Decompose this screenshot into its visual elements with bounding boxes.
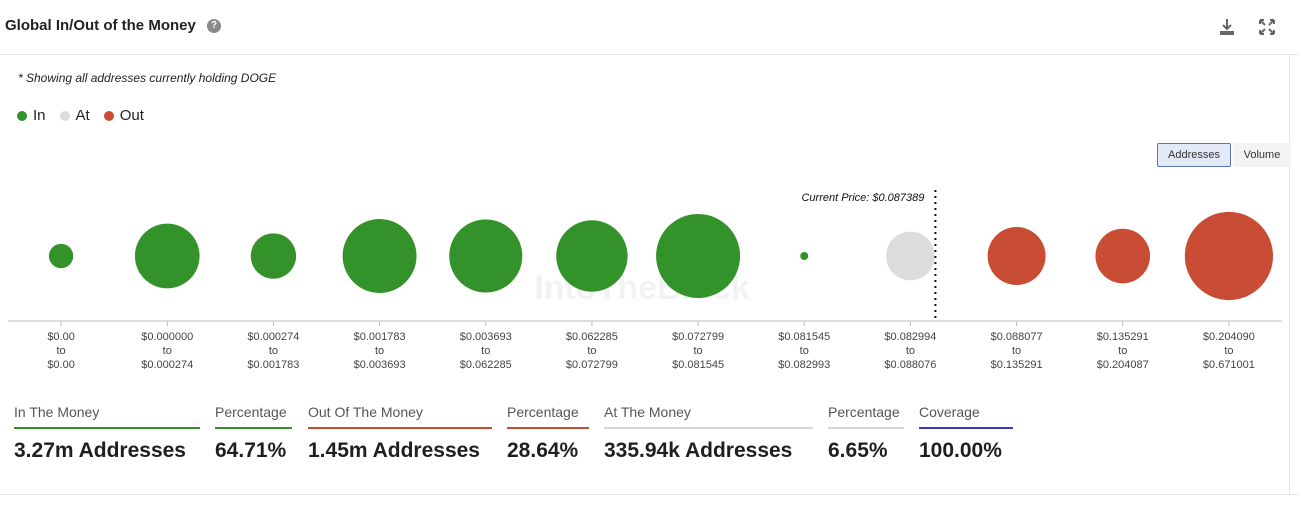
tick-label-to: $0.000274: [141, 359, 193, 371]
tick-label-from: $0.081545: [778, 331, 830, 343]
tick-label-to: $0.081545: [672, 359, 724, 371]
stat-out-percentage: Percentage 28.64%: [507, 404, 589, 463]
stat-value: 1.45m Addresses: [308, 439, 480, 462]
tick-label-connector: to: [906, 345, 915, 357]
chart-header: Global In/Out of the Money ?: [0, 0, 1299, 55]
bubble-in[interactable]: [800, 252, 809, 260]
tick-label-from: $0.00: [47, 331, 75, 343]
stat-label: Coverage: [919, 404, 1013, 429]
tick-label-to: $0.00: [47, 359, 75, 371]
tick-label-from: $0.003693: [460, 331, 512, 343]
bubble-in[interactable]: [449, 219, 523, 293]
current-price-label: Current Price: $0.087389: [801, 192, 924, 204]
addresses-toggle-button[interactable]: Addresses: [1157, 143, 1231, 167]
bubble-in[interactable]: [250, 233, 297, 279]
bubble-at[interactable]: [886, 231, 935, 281]
bubble-in[interactable]: [342, 219, 417, 293]
tick-label-to: $0.088076: [884, 359, 936, 371]
bubble-out[interactable]: [1184, 211, 1274, 301]
stat-value: 64.71%: [215, 439, 287, 462]
chart-subtitle: * Showing all addresses currently holdin…: [18, 71, 277, 85]
legend-marker-in: [17, 110, 27, 121]
tick-label-from: $0.088077: [991, 331, 1043, 343]
tick-label-to: $0.082993: [778, 359, 830, 371]
tick-label-from: $0.000274: [247, 331, 299, 343]
stat-label: Out Of The Money: [308, 404, 492, 429]
stat-label: Percentage: [828, 404, 904, 429]
tick-label-connector: to: [587, 345, 596, 357]
tick-label-to: $0.671001: [1203, 359, 1255, 371]
tick-label-from: $0.204090: [1203, 331, 1255, 343]
stat-in-percentage: Percentage 64.71%: [215, 404, 292, 463]
legend-label-at: At: [75, 107, 90, 124]
stat-at-percentage: Percentage 6.65%: [828, 404, 904, 463]
stat-label: In The Money: [14, 404, 200, 429]
tick-label-from: $0.000000: [141, 331, 193, 343]
stat-label: At The Money: [604, 404, 813, 429]
bubble-in[interactable]: [656, 214, 741, 298]
tick-label-from: $0.001783: [354, 331, 406, 343]
page-title: Global In/Out of the Money: [5, 17, 196, 34]
tick-label-connector: to: [693, 345, 702, 357]
legend-label-in: In: [33, 107, 46, 124]
tick-label-from: $0.072799: [672, 331, 724, 343]
stat-value: 6.65%: [828, 439, 888, 462]
chart-legend: In At Out: [17, 107, 144, 124]
tick-label-connector: to: [269, 345, 278, 357]
tick-label-from: $0.082994: [884, 331, 936, 343]
legend-marker-at: [59, 110, 70, 121]
volume-toggle-button[interactable]: Volume: [1233, 143, 1291, 167]
panel-border: [1289, 54, 1290, 494]
tick-label-to: $0.062285: [460, 359, 512, 371]
bubble-out[interactable]: [987, 227, 1046, 285]
stat-value: 28.64%: [507, 439, 579, 462]
tick-label-from: $0.062285: [566, 331, 618, 343]
tick-label-connector: to: [56, 345, 65, 357]
tick-label-to: $0.003693: [354, 359, 406, 371]
tick-label-connector: to: [1012, 345, 1021, 357]
tick-label-connector: to: [1118, 345, 1127, 357]
stat-at-the-money: At The Money 335.94k Addresses: [604, 404, 813, 463]
bubble-in[interactable]: [48, 243, 74, 269]
tick-label-to: $0.135291: [991, 359, 1043, 371]
stat-in-the-money: In The Money 3.27m Addresses: [14, 404, 200, 463]
stat-out-of-the-money: Out Of The Money 1.45m Addresses: [308, 404, 492, 463]
legend-marker-out: [103, 110, 114, 121]
tick-label-connector: to: [1224, 345, 1233, 357]
tick-label-to: $0.072799: [566, 359, 618, 371]
bubble-in[interactable]: [134, 223, 200, 289]
question-circle-icon[interactable]: ?: [207, 19, 221, 33]
stat-value: 3.27m Addresses: [14, 439, 186, 462]
stat-label: Percentage: [507, 404, 589, 429]
tick-label-connector: to: [375, 345, 384, 357]
tick-label-connector: to: [481, 345, 490, 357]
legend-item-out[interactable]: Out: [103, 107, 144, 124]
tick-label-connector: to: [163, 345, 172, 357]
legend-label-out: Out: [119, 107, 144, 124]
stat-value: 100.00%: [919, 439, 1002, 462]
bubble-chart: IntoTheBlock$0.00to$0.00$0.000000to$0.00…: [8, 190, 1282, 371]
legend-item-in[interactable]: In: [17, 107, 46, 124]
stat-label: Percentage: [215, 404, 292, 429]
stat-value: 335.94k Addresses: [604, 439, 793, 462]
panel-bottom-border: [0, 494, 1299, 495]
tick-label-to: $0.204087: [1097, 359, 1149, 371]
tick-label-to: $0.001783: [247, 359, 299, 371]
tick-label-from: $0.135291: [1097, 331, 1149, 343]
download-icon[interactable]: [1217, 17, 1237, 37]
legend-item-at[interactable]: At: [59, 107, 90, 124]
bubble-in[interactable]: [556, 220, 628, 292]
stat-coverage: Coverage 100.00%: [919, 404, 1013, 463]
expand-icon[interactable]: [1257, 17, 1277, 37]
bubble-out[interactable]: [1095, 228, 1151, 284]
tick-label-connector: to: [800, 345, 809, 357]
